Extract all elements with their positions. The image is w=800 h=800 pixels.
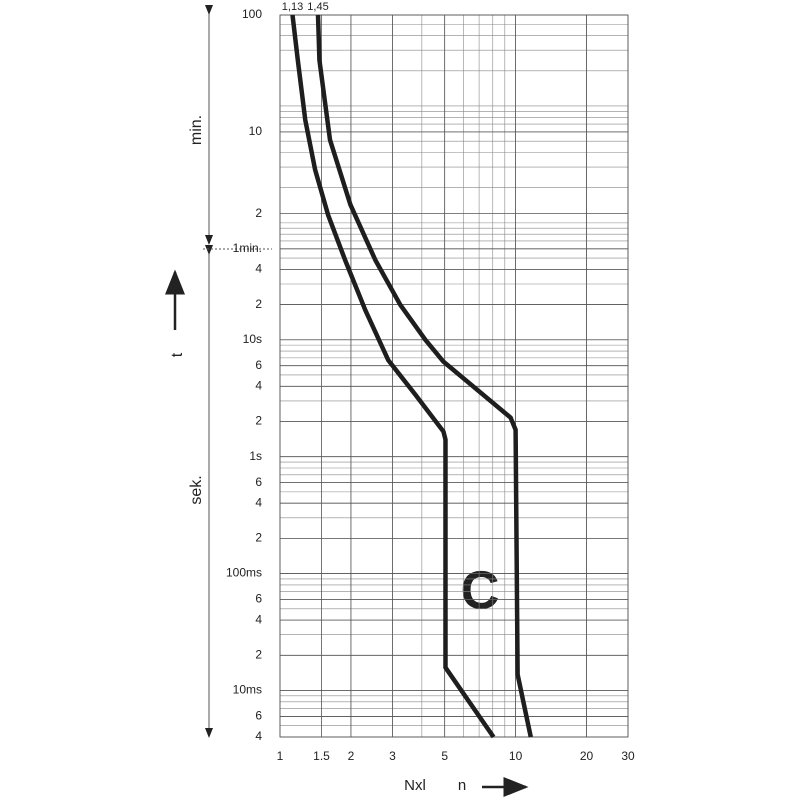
annotation: C [461, 560, 500, 620]
x-tick-label: 1 [277, 749, 284, 763]
y-label-lower: sek. [188, 475, 205, 504]
y-tick-label: 2 [255, 206, 262, 220]
y-label-upper: min. [188, 115, 205, 145]
y-tick-label: 2 [255, 297, 262, 311]
y-tick-label: 100ms [226, 566, 262, 580]
y-tick-label: 6 [255, 592, 262, 606]
x-tick-label: 5 [441, 749, 448, 763]
y-tick-label: 6 [255, 709, 262, 723]
range-bracket [203, 5, 272, 738]
y-label: t [169, 352, 186, 357]
x-tick-label: 20 [580, 749, 594, 763]
y-tick-label: 10 [249, 124, 263, 138]
y-tick-label: 1s [249, 449, 262, 463]
y-tick-label: 1min. [233, 241, 262, 255]
curve [315, 14, 533, 738]
y-tick-label: 4 [255, 378, 262, 392]
y-tick-label: 2 [255, 531, 262, 545]
y-tick-label: 10ms [233, 683, 262, 697]
y-tick-label: 4 [255, 495, 262, 509]
y-tick-label: 10s [243, 332, 262, 346]
grid [279, 14, 629, 738]
y-tick-label: 6 [255, 475, 262, 489]
x-tick-label: 30 [621, 749, 635, 763]
y-tick-label: 2 [255, 414, 262, 428]
x-tick-label: 1.5 [313, 749, 330, 763]
plot-frame [279, 14, 629, 738]
y-tick-label: 4 [255, 729, 262, 743]
x-tick-label: 2 [348, 749, 355, 763]
x-tick-label: 10 [509, 749, 523, 763]
series-label: 1,45 [307, 1, 328, 13]
y-tick-label: 2 [255, 647, 262, 661]
curve [290, 14, 496, 739]
y-tick-label: 4 [255, 612, 262, 626]
y-tick-label: 100 [242, 7, 262, 21]
x-tick-label: 3 [389, 749, 396, 763]
y-tick-label: 4 [255, 262, 262, 276]
y-tick-label: 6 [255, 358, 262, 372]
series-label: 1,13 [282, 1, 303, 13]
x-label: Nxl [404, 777, 426, 794]
x-label-n: n [458, 777, 466, 794]
